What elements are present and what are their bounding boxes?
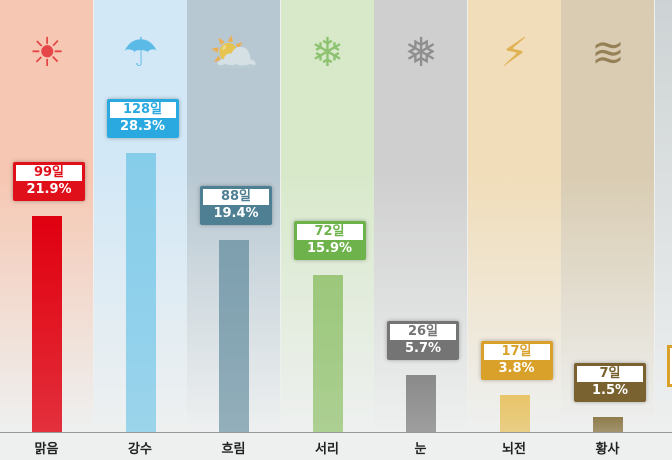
sun-icon: ☀ [29, 30, 65, 76]
bar-5 [499, 394, 530, 432]
data-label-5: 17일 3.8% [480, 340, 553, 380]
category-label-2: 흐림 [221, 442, 246, 457]
dust-icon: ≋ [591, 30, 625, 76]
data-label-2: 88일 19.4% [200, 186, 272, 226]
data-label-1: 128일 28.3% [106, 99, 179, 138]
thunder-icon: ⚡ [500, 30, 529, 76]
data-label-3: 72일 15.9% [293, 221, 366, 261]
day-value-5: 17일 [483, 343, 550, 360]
snow-cloud-icon: ❅ [404, 30, 438, 76]
data-label-6: 7일 1.5% [574, 362, 646, 402]
category-label-0: 맑음 [34, 442, 59, 457]
bar-3 [312, 275, 343, 432]
day-value-1: 128일 [109, 102, 176, 118]
day-value-4: 26일 [390, 324, 456, 341]
category-label-4: 눈 [414, 442, 427, 457]
day-value-6: 7일 [577, 365, 643, 382]
data-label-partial [667, 345, 672, 387]
percent-value-2: 19.4% [203, 205, 269, 223]
day-value-2: 88일 [203, 189, 269, 206]
category-label-1: 강수 [128, 442, 152, 457]
bar-4 [406, 375, 436, 432]
percent-value-6: 1.5% [577, 381, 643, 399]
category-label-6: 황사 [595, 442, 620, 457]
column-bg-6 [561, 0, 654, 432]
rain-cloud-icon: ☂ [122, 30, 159, 76]
data-label-4: 26일 5.7% [387, 321, 459, 361]
percent-value-3: 15.9% [296, 240, 363, 258]
percent-value-4: 5.7% [390, 340, 456, 358]
percent-value-1: 28.3% [109, 118, 176, 135]
percent-value-0: 21.9% [16, 181, 82, 199]
column-bg-partial [654, 0, 672, 432]
x-axis-line [0, 432, 672, 433]
frost-icon: ❄ [310, 30, 345, 76]
bar-6 [593, 416, 623, 432]
category-label-5: 뇌전 [502, 442, 526, 457]
cloud-sun-icon: ⛅ [209, 31, 259, 77]
day-value-3: 72일 [296, 224, 363, 241]
category-label-3: 서리 [315, 442, 339, 457]
percent-value-5: 3.8% [483, 359, 550, 377]
bar-1 [125, 153, 156, 432]
day-value-0: 99일 [16, 165, 82, 182]
bar-2 [219, 240, 249, 432]
bar-0 [32, 216, 62, 432]
data-label-0: 99일 21.9% [13, 162, 85, 202]
